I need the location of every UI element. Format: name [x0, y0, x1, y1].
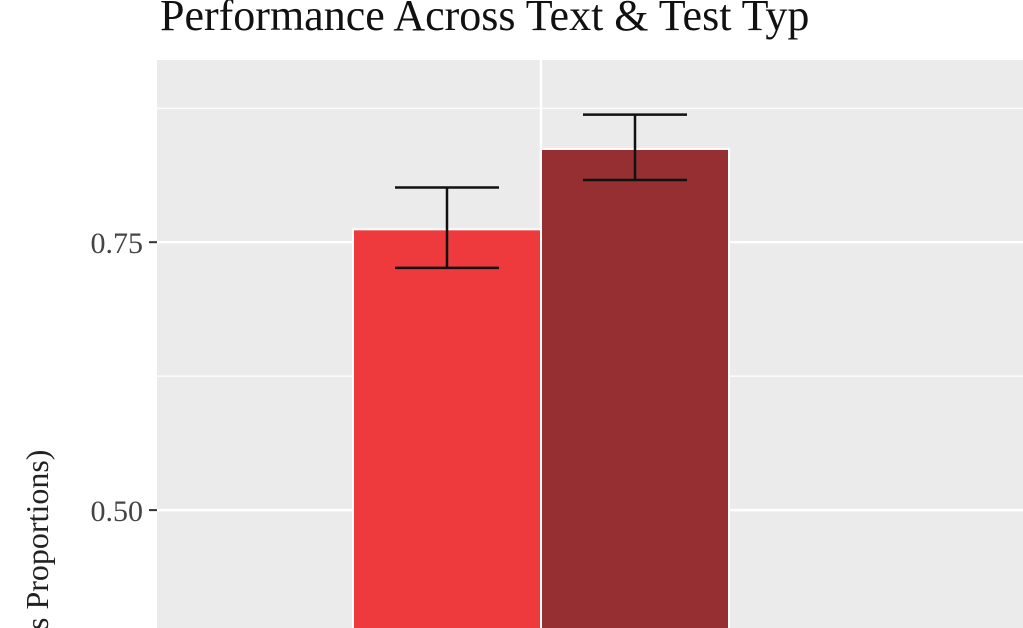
y-axis-title: s Proportions) [19, 450, 55, 628]
bar-1 [540, 147, 730, 628]
y-tick-label-0: 0.50 [91, 495, 144, 528]
y-axis: 0.50 0.75 [91, 227, 157, 528]
bar-0 [352, 228, 542, 628]
chart-title: Performance Across Text & Test Typ [160, 0, 809, 40]
error-bars [395, 113, 687, 270]
bars [352, 147, 730, 628]
y-tick-label-1: 0.75 [91, 227, 144, 260]
